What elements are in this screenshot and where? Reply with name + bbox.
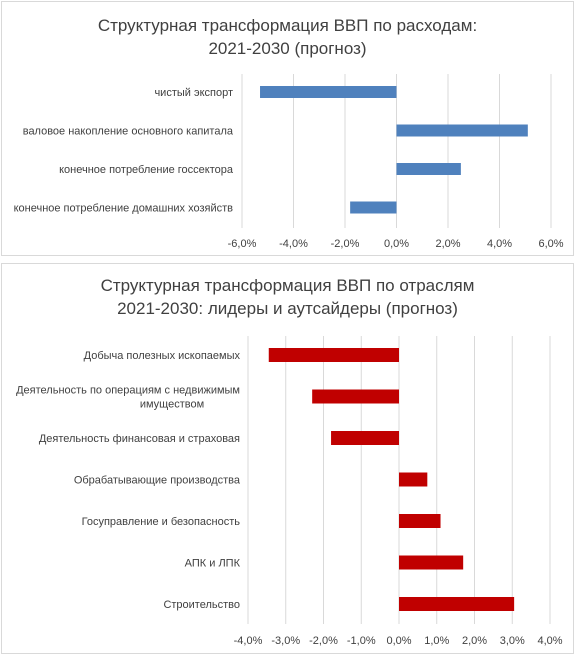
x-tick-label: 6,0% bbox=[538, 238, 563, 250]
bar bbox=[399, 472, 428, 487]
x-tick-label: -4,0% bbox=[234, 635, 263, 647]
x-tick-label: 3,0% bbox=[500, 635, 525, 647]
x-tick-label: -4,0% bbox=[279, 238, 308, 250]
x-tick-label: -3,0% bbox=[271, 635, 300, 647]
category-label: конечное потребление госсектора bbox=[59, 164, 234, 176]
category-label: Деятельность финансовая и страховая bbox=[39, 433, 240, 445]
chart-title-line-1: Структурная трансформация ВВП по расхода… bbox=[97, 16, 478, 35]
category-label: конечное потребление домашних хозяйств bbox=[14, 202, 234, 214]
chart-expenditure-plot: -6,0% -4,0% -2,0% 0,0% 2,0% 4,0% 6,0% чистый эк… bbox=[14, 74, 564, 250]
x-tick-label: -1,0% bbox=[347, 635, 376, 647]
x-tick-label: 4,0% bbox=[487, 238, 512, 250]
x-tick-label: -6,0% bbox=[228, 238, 257, 250]
chart-industries-panel: Структурная трансформация ВВП по отрасля… bbox=[1, 263, 574, 654]
bar bbox=[399, 514, 441, 528]
x-tick-label: 1,0% bbox=[424, 635, 449, 647]
chart-title-line-2: 2021-2030: лидеры и аутсайдеры (прогноз) bbox=[117, 299, 458, 318]
x-tick-label: -2,0% bbox=[331, 238, 360, 250]
x-tick-label: 0,0% bbox=[384, 238, 409, 250]
chart-title: Структурная трансформация ВВП по отрасля… bbox=[2, 274, 573, 320]
chart-industries-plot: -4,0% -3,0% -2,0% -1,0% 0,0% 1,0% 2,0% 3,0% 4,0%… bbox=[16, 336, 563, 647]
category-label: Строительство bbox=[163, 599, 240, 611]
bar bbox=[260, 86, 397, 98]
chart-title: Структурная трансформация ВВП по расхода… bbox=[2, 14, 573, 60]
bar bbox=[399, 597, 515, 611]
bar bbox=[399, 555, 464, 570]
category-label: чистый экспорт bbox=[154, 87, 233, 99]
bar bbox=[331, 431, 399, 445]
bar bbox=[396, 124, 528, 137]
chart-expenditure-panel: Структурная трансформация ВВП по расхода… bbox=[1, 1, 574, 256]
category-label: АПК и ЛПК bbox=[185, 557, 241, 569]
category-label: Добыча полезных ископаемых bbox=[84, 350, 241, 362]
category-label: Обрабатывающие производства bbox=[74, 474, 241, 486]
bar bbox=[396, 163, 461, 175]
category-label: Деятельность по операциям с недвижимым bbox=[16, 384, 240, 396]
bar bbox=[268, 348, 399, 362]
category-label: имуществом bbox=[140, 398, 204, 410]
category-label: валовое накопление основного капитала bbox=[23, 125, 234, 137]
x-tick-label: 2,0% bbox=[435, 238, 460, 250]
x-tick-label: 4,0% bbox=[537, 635, 562, 647]
chart-title-line-2: 2021-2030 (прогноз) bbox=[208, 39, 367, 58]
category-label: Госуправление и безопасность bbox=[82, 516, 241, 528]
bar bbox=[350, 201, 397, 214]
x-tick-label: 2,0% bbox=[462, 635, 487, 647]
x-tick-label: -2,0% bbox=[309, 635, 338, 647]
chart-title-line-1: Структурная трансформация ВВП по отрасля… bbox=[100, 276, 475, 295]
x-tick-label: 0,0% bbox=[386, 635, 411, 647]
bar bbox=[312, 389, 399, 404]
